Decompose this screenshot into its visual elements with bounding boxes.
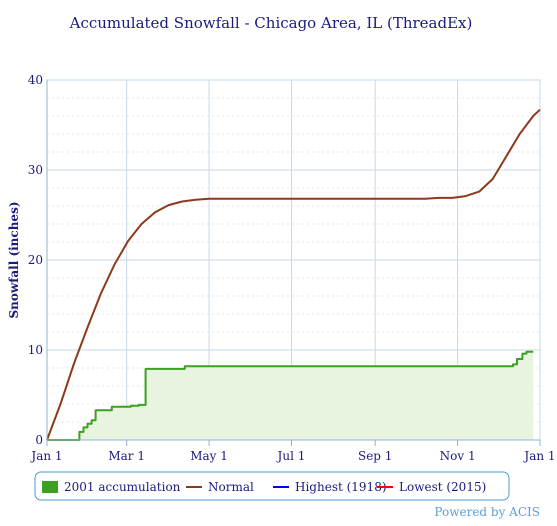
x-tick-label: Sep 1 <box>358 449 392 463</box>
legend-label[interactable]: Highest (1918) <box>295 480 387 494</box>
x-tick-label: May 1 <box>190 449 228 463</box>
legend-label[interactable]: Normal <box>208 480 254 494</box>
x-tick-label: Jan 1 <box>29 449 62 463</box>
series-line-1 <box>46 108 541 441</box>
x-tick-label: Nov 1 <box>440 449 476 463</box>
legend-label[interactable]: 2001 accumulation <box>64 480 181 494</box>
y-tick-label: 0 <box>35 433 43 447</box>
x-tick-label: Jul 1 <box>276 449 306 463</box>
credit-link[interactable]: Powered by ACIS <box>434 505 540 519</box>
y-tick-label: 20 <box>28 253 43 267</box>
legend-box <box>34 471 510 501</box>
y-tick-label: 10 <box>28 343 43 357</box>
legend-swatch <box>42 481 58 493</box>
y-tick-label: 40 <box>28 73 43 87</box>
y-tick-label: 30 <box>28 163 43 177</box>
x-tick-label: Jan 1 <box>522 449 555 463</box>
x-tick-label: Mar 1 <box>108 449 145 463</box>
legend: 2001 accumulation Normal Highest (1918) Low… <box>34 471 510 501</box>
y-axis-label: Snowfall (inches) <box>7 201 21 318</box>
legend-label[interactable]: Lowest (2015) <box>399 480 486 494</box>
axes: Jan 1 Mar 1 May 1 Jul 1 Sep 1 Nov 1 Jan 1 0 10 20… <box>28 73 556 463</box>
series-layer <box>46 108 541 441</box>
series-line-0 <box>47 350 534 441</box>
series-area-0 <box>47 351 534 440</box>
chart-title: Accumulated Snowfall - Chicago Area, IL … <box>69 14 473 32</box>
